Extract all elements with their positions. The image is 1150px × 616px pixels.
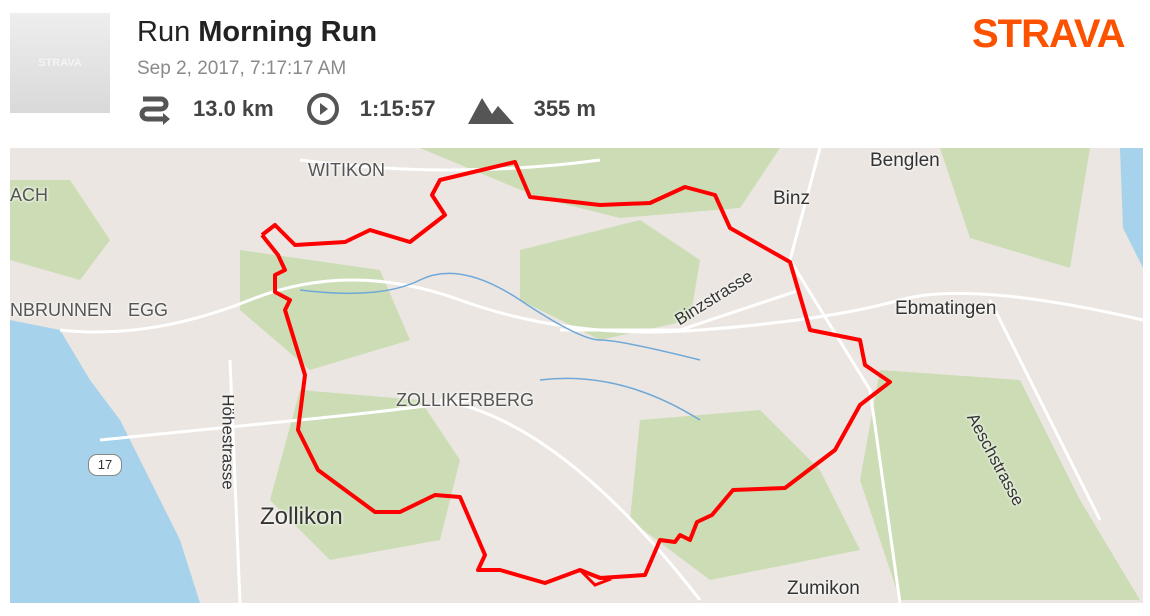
lake-east [1120,148,1143,268]
avatar-logo: STRAVA [38,57,82,69]
parks [10,148,1140,600]
label-binz: Binz [773,188,810,209]
strava-logo[interactable]: STRAVA [972,12,1126,56]
roads [59,148,1143,603]
label-hoehestrasse: Höhestrasse [218,394,238,490]
stat-distance: 13.0 km [137,93,274,125]
stat-elevation: 355 m [467,94,596,124]
activity-name: Morning Run [198,16,378,48]
stats-bar: 13.0 km 1:15:57 355 m [137,92,628,126]
road-17-badge: 17 [88,454,122,476]
label-zumikon: Zumikon [787,578,860,599]
activity-date: Sep 2, 2017, 7:17:17 AM [137,58,347,79]
label-egg: EGG [128,300,169,320]
label-ebmatingen: Ebmatingen [895,298,997,319]
label-nbrunnen: NBRUNNEN [10,300,113,320]
label-witikon: WITIKON [308,160,385,180]
avatar[interactable]: STRAVA [10,13,110,113]
map-canvas [10,148,1143,603]
route-line [260,160,892,585]
route-map[interactable]: WITIKON Benglen Binz ACH NBRUNNEN EGG Eb… [10,148,1143,603]
mountain-icon [467,98,514,124]
stat-time: 1:15:57 [306,92,436,126]
label-zollikerberg: ZOLLIKERBERG [396,390,535,410]
page-title: Run Morning Run [137,16,378,48]
clock-icon [306,93,339,125]
route-loop [578,568,613,587]
streams [299,272,701,421]
label-zollikon: Zollikon [260,503,343,530]
label-ach: ACH [10,185,49,205]
route-icon [139,96,170,125]
label-benglen: Benglen [870,150,940,171]
